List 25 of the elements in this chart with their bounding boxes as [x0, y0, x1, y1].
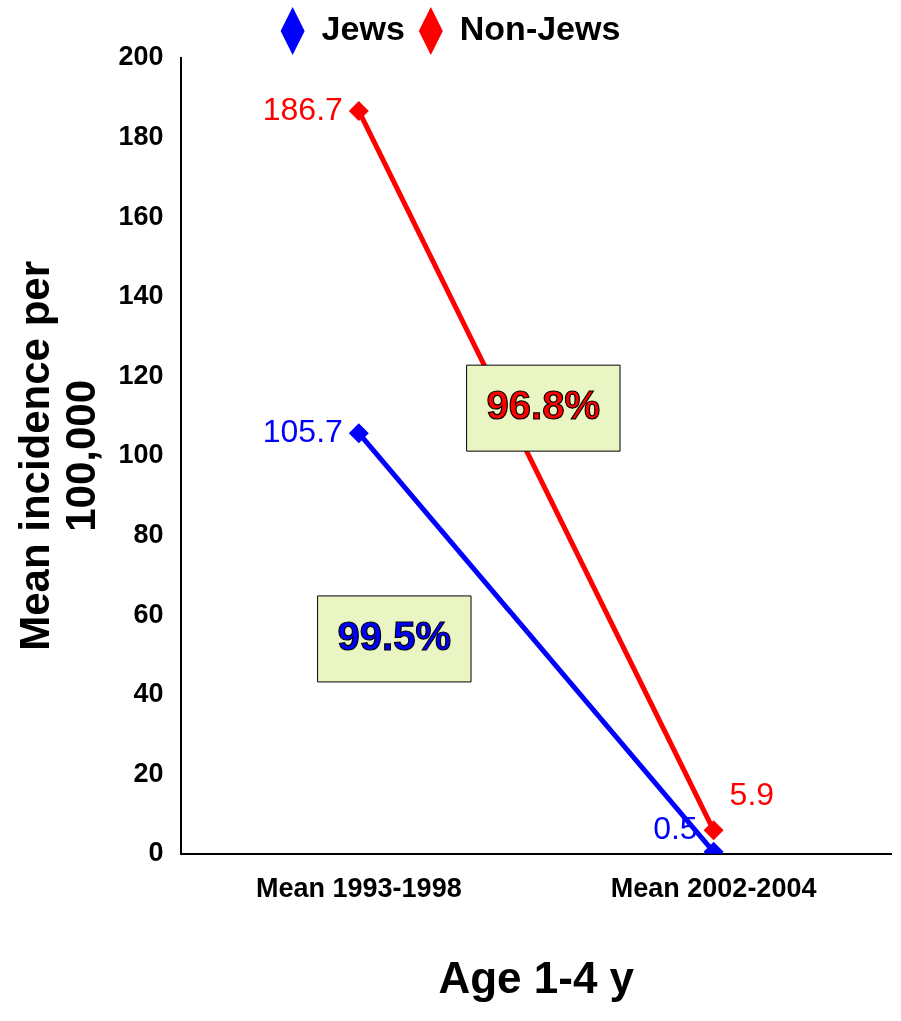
y-axis-title: Mean incidence per 100,000 [10, 261, 104, 651]
point [703, 820, 724, 841]
y-tick-label: 100 [118, 439, 164, 470]
y-tick-label: 160 [118, 200, 164, 231]
point [348, 100, 369, 121]
annotation: 99.5% [337, 613, 452, 658]
data-label: 5.9 [729, 776, 775, 813]
x-tick-label: Mean 2002-2004 [610, 873, 817, 904]
y-tick-label: 20 [133, 757, 164, 788]
y-tick-label: 40 [133, 678, 164, 709]
y-tick-label: 180 [118, 121, 164, 152]
x-tick-label: Mean 1993-1998 [256, 873, 462, 904]
point [348, 423, 369, 444]
y-tick-label: 120 [118, 359, 164, 390]
y-tick-label: 0 [148, 837, 164, 868]
y-tick-label: 60 [133, 598, 164, 629]
legend-label: Jews [321, 9, 405, 48]
y-tick-label: 200 [118, 41, 164, 72]
x-axis-title: Age 1-4 y [438, 952, 635, 1002]
legend-label: Non-Jews [459, 9, 621, 48]
data-label: 105.7 [262, 413, 343, 450]
y-tick-label: 80 [133, 518, 164, 549]
annotation: 96.8% [486, 383, 601, 428]
data-label: 186.7 [262, 90, 343, 127]
y-tick-label: 140 [118, 280, 164, 311]
